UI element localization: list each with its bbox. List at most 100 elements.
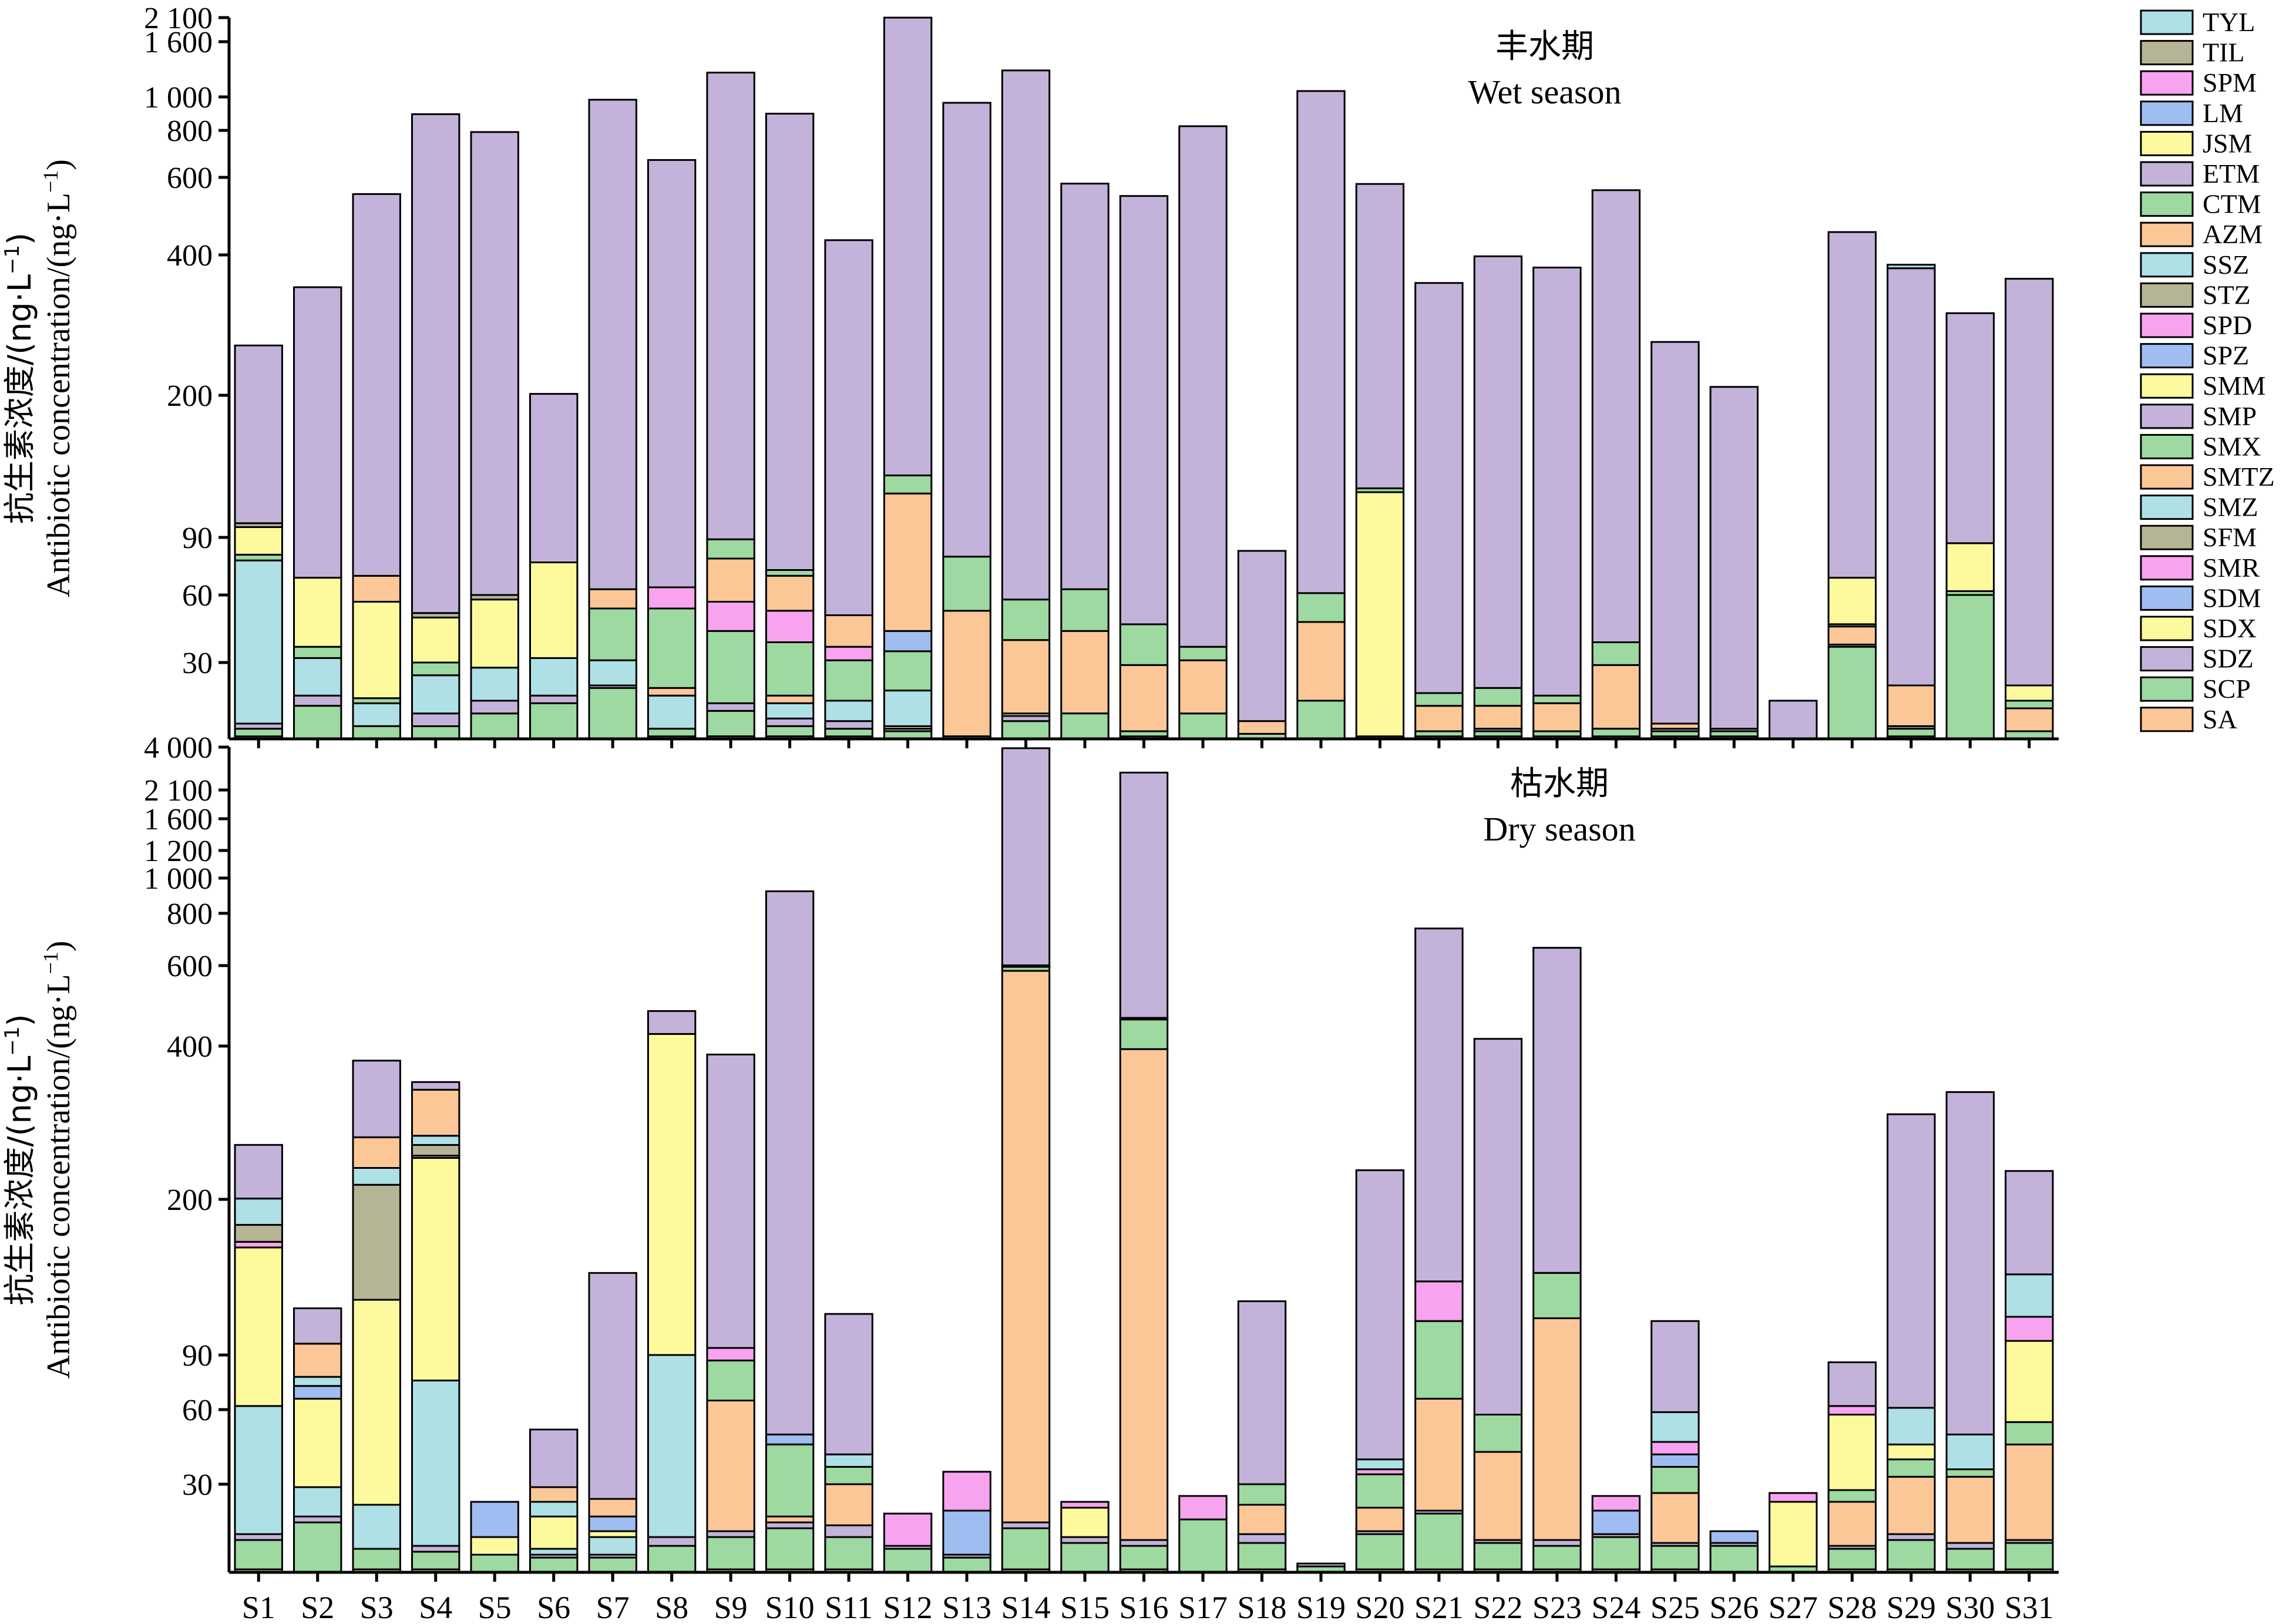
bar-segment-etm-s22: [1473, 1038, 1523, 1415]
bar-segment-smz-s12: [883, 690, 933, 727]
legend-label-lm: LM: [2203, 98, 2243, 128]
legend-swatch-spd: [2140, 312, 2194, 338]
bar-segment-smz-s5: [470, 667, 519, 702]
bar-segment-etm-s29: [1887, 267, 1936, 687]
legend-swatch-sa: [2140, 707, 2194, 732]
bar-segment-smx-s8: [647, 607, 697, 689]
bar-segment-smz-s11: [824, 700, 873, 722]
bar-segment-smx-s30: [1945, 1468, 1995, 1478]
bar-segment-smtz-s17: [1178, 659, 1228, 715]
bar-segment-etm-s10: [765, 890, 815, 1435]
x-tick-label: S7: [596, 1590, 630, 1624]
legend-label-smm: SMM: [2203, 371, 2265, 401]
season-label-en: Wet season: [1468, 73, 1621, 111]
bar-segment-smtz-s23: [1532, 702, 1582, 732]
bar-segment-smm-s5: [470, 1536, 519, 1556]
bar-segment-etm-s25: [1650, 1320, 1700, 1413]
bar-segment-scp-s6: [529, 702, 579, 740]
bar-segment-smm-s29: [1887, 1443, 1936, 1461]
legend-label-spd: SPD: [2203, 310, 2252, 340]
bar-segment-smtz-s18: [1237, 720, 1287, 735]
bar-segment-ssz-s25: [1650, 1411, 1700, 1443]
bar-segment-azm-s7: [588, 588, 637, 610]
x-tick-label: S6: [537, 1590, 570, 1624]
bar-segment-spd-s12: [883, 1512, 933, 1547]
bar-segment-smz-s10: [765, 702, 815, 719]
bar-segment-smm-s4: [411, 616, 460, 664]
bar-segment-etm-s2: [293, 1307, 342, 1345]
bar-segment-sdz-s16: [1119, 1539, 1169, 1547]
bar-segment-smm-s15: [1060, 1507, 1110, 1538]
bar-segment-spd-s8: [647, 586, 697, 610]
bar-segment-etm-s4: [411, 113, 460, 614]
bar-segment-smtz-s24: [1591, 664, 1641, 730]
y-axis-title-zh: 抗生素浓度/(ng·L−1): [1, 1014, 38, 1305]
bar-segment-etm-s28: [1827, 231, 1877, 579]
legend-label-sdm: SDM: [2203, 583, 2261, 613]
bar-segment-etm-s30: [1945, 1091, 1995, 1435]
bar-segment-etm-s13: [942, 102, 991, 558]
bar-segment-scp-s3: [352, 725, 401, 740]
x-tick-label: S31: [2005, 1590, 2054, 1624]
bar-segment-scp-s21: [1414, 1512, 1464, 1571]
x-tick-label: S8: [655, 1590, 688, 1624]
bar-segment-azm-s12: [883, 492, 933, 632]
bar-segment-smx-s25: [1650, 1465, 1700, 1494]
bar-segment-scp-s28: [1827, 645, 1877, 740]
bar-segment-scp-s31: [2005, 1542, 2054, 1571]
bar-segment-smtz-s14: [1001, 639, 1051, 715]
bar-segment-smm-s6: [529, 561, 579, 659]
bar-segment-scp-s1: [234, 1539, 283, 1571]
bar-segment-smm-s8: [647, 1033, 697, 1356]
bar-segment-spd-s9: [706, 601, 755, 632]
bar-segment-scp-s28: [1827, 1548, 1877, 1571]
y-axis-title-en: Antibiotic concentration/(ng·L−1): [39, 941, 77, 1379]
bar-segment-azm-s4: [411, 1088, 460, 1137]
bar-segment-smx-s7: [588, 607, 637, 661]
bar-segment-etm-s9: [706, 1053, 755, 1349]
bar-segment-smx-s2: [293, 645, 342, 659]
bar-segment-scp-s25: [1650, 1545, 1700, 1571]
x-tick-label: S16: [1119, 1590, 1168, 1624]
bar-segment-spd-s11: [824, 645, 873, 661]
bar-segment-spz-s7: [588, 1515, 637, 1532]
legend-swatch-sdz: [2140, 646, 2194, 672]
bar-segment-sdz-s8: [647, 1536, 697, 1547]
bar-segment-smx-s4: [411, 661, 460, 677]
legend-swatch-ctm: [2140, 191, 2194, 217]
bar-segment-sdz-s10: [765, 717, 815, 727]
legend-swatch-azm: [2140, 221, 2194, 247]
y-tick-label: 1 600: [144, 803, 213, 836]
bar-segment-etm-s16: [1119, 771, 1169, 1019]
legend-label-stz: STZ: [2203, 280, 2251, 310]
bar-segment-smz-s4: [411, 674, 460, 715]
bar-segment-etm-s19: [1296, 90, 1346, 594]
y-tick-label: 200: [167, 1183, 213, 1217]
bar-segment-scp-s8: [647, 1545, 697, 1573]
bar-segment-ssz-s2: [293, 1376, 342, 1387]
bar-segment-spd-s21: [1414, 1280, 1464, 1322]
bar-segment-spd-s17: [1178, 1495, 1228, 1521]
bar-segment-scp-s19: [1296, 700, 1346, 740]
x-tick-label: S29: [1887, 1590, 1936, 1624]
bar-segment-smx-s12: [883, 650, 933, 692]
bar-segment-sdz-s23: [1532, 1539, 1582, 1547]
y-tick-label: 1 000: [144, 81, 213, 115]
bar-segment-etm-s20: [1355, 1169, 1405, 1461]
bar-segment-scp-s11: [824, 1536, 873, 1571]
bar-segment-spd-s24: [1591, 1495, 1641, 1512]
bar-segment-smz-s8: [647, 1354, 697, 1538]
x-tick-label: S15: [1060, 1590, 1110, 1624]
legend-swatch-etm: [2140, 161, 2194, 187]
bar-segment-etm-s21: [1414, 282, 1464, 694]
legend-label-ctm: CTM: [2203, 189, 2261, 219]
bar-segment-etm-s1: [234, 344, 283, 524]
y-tick-label: 1 000: [144, 862, 213, 896]
bar-segment-smm-s27: [1769, 1501, 1818, 1568]
bar-segment-sdz-s9: [706, 702, 755, 712]
bar-segment-smz-s7: [588, 659, 637, 687]
bar-segment-etm-s23: [1532, 947, 1582, 1274]
legend-label-scp: SCP: [2203, 674, 2251, 704]
bar-segment-scp-s5: [470, 712, 519, 740]
bar-segment-smx-s22: [1473, 687, 1523, 707]
